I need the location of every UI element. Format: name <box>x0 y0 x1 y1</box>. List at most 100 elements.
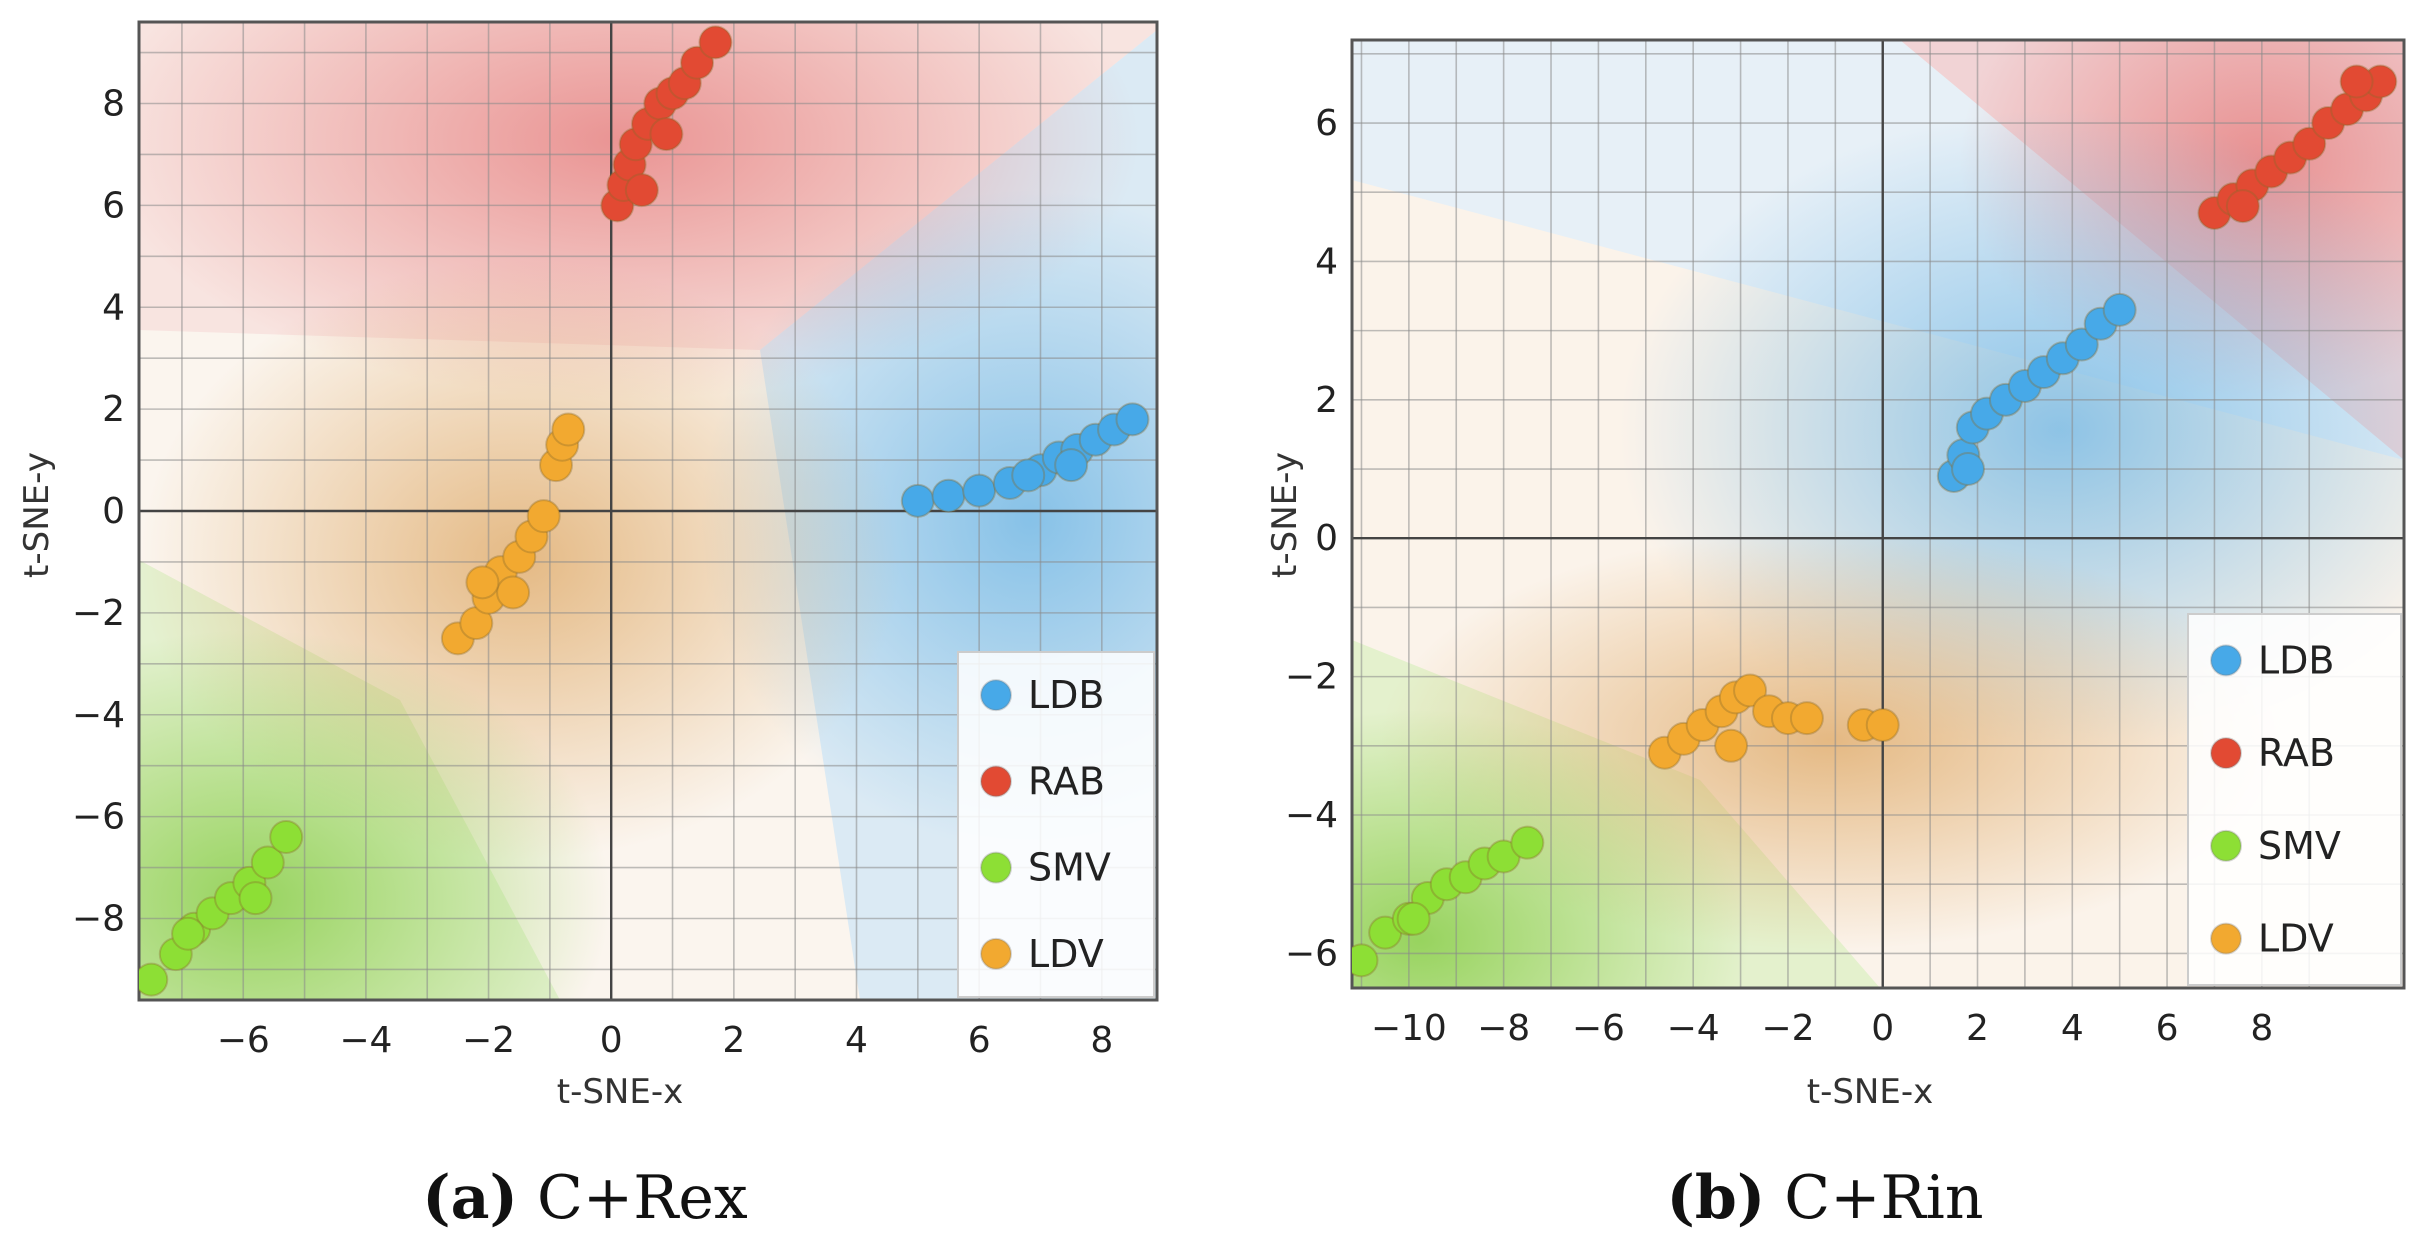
legend-label-ldv: LDV <box>2258 917 2334 961</box>
x-tick-label: −4 <box>1667 1008 1720 1049</box>
legend-label-rab: RAB <box>2258 731 2335 775</box>
panel-b-points <box>1352 64 2398 978</box>
panel-b-legend: LDB RAB SMV LDV <box>2187 613 2402 986</box>
point-smv <box>269 820 304 854</box>
point-rab <box>698 25 733 60</box>
x-tick-label: 6 <box>968 1020 991 1061</box>
x-tick-label: −2 <box>462 1020 515 1061</box>
point-rab <box>624 173 659 208</box>
point-ldv <box>1789 701 1824 736</box>
x-tick-label: 2 <box>722 1020 745 1061</box>
x-tick-label: 4 <box>845 1020 868 1061</box>
legend-marker-ldv <box>2210 922 2242 955</box>
x-tick-label: 0 <box>600 1020 623 1061</box>
y-tick-label: −2 <box>1285 657 1338 698</box>
point-ldb <box>900 483 935 518</box>
point-rab <box>2225 189 2260 224</box>
panel-a-points <box>139 25 1150 997</box>
panel-a-y-axis-label: t-SNE-y <box>17 452 57 578</box>
y-tick-label: 0 <box>102 491 125 532</box>
y-tick-label: −6 <box>72 797 125 838</box>
panel-b-caption: (b) C+Rin <box>1667 1163 1984 1233</box>
x-tick-label: −8 <box>1477 1008 1530 1049</box>
y-tick-label: −4 <box>72 695 125 736</box>
legend-box <box>2187 613 2402 986</box>
x-tick-label: −2 <box>1761 1008 1814 1049</box>
point-rab <box>2339 64 2374 99</box>
x-tick-label: 8 <box>1090 1020 1113 1061</box>
legend-marker-rab <box>980 765 1012 798</box>
panel-a-ticks: −6 −4 −2 0 2 4 6 8 −8 −6 −4 −2 0 2 4 6 8 <box>72 84 1113 1062</box>
point-smv <box>1510 825 1545 860</box>
point-smv <box>238 881 273 916</box>
y-tick-label: −2 <box>72 593 125 634</box>
point-ldb <box>962 473 997 508</box>
x-tick-label: −4 <box>339 1020 392 1061</box>
point-ldv <box>1865 708 1900 743</box>
panel-a-axes-frame <box>137 20 1159 1002</box>
legend-marker-smv <box>980 851 1012 884</box>
point-ldb <box>1951 452 1986 487</box>
y-tick-label: 4 <box>1315 241 1338 282</box>
point-ldb <box>2064 327 2099 362</box>
y-tick-label: 6 <box>102 185 125 226</box>
panel-b-x-axis-label: t-SNE-x <box>1807 1072 1934 1112</box>
point-ldv <box>465 565 500 600</box>
point-rab <box>2292 126 2327 161</box>
panel-a-caption-text: C+Rex <box>518 1163 748 1233</box>
point-smv <box>250 845 285 880</box>
point-rab <box>649 117 684 152</box>
point-rab <box>680 45 715 80</box>
x-tick-label: −10 <box>1371 1008 1447 1049</box>
point-smv <box>171 916 206 951</box>
y-tick-label: −8 <box>72 899 125 940</box>
point-ldb <box>2102 292 2137 327</box>
panel-b-zero-lines <box>1352 40 2404 988</box>
point-ldv <box>496 575 531 610</box>
panel-a-caption-letter: (a) <box>422 1163 518 1233</box>
panel-a: −6 −4 −2 0 2 4 6 8 −8 −6 −4 −2 0 2 4 6 8 LDB RAB SMV LDV t-… <box>17 20 1159 1233</box>
legend-label-smv: SMV <box>1028 846 1111 890</box>
panel-b-axes-frame <box>1350 38 2406 990</box>
legend-label-smv: SMV <box>2258 824 2341 868</box>
panel-a-legend: LDB RAB SMV LDV <box>957 651 1155 998</box>
x-tick-label: 0 <box>1871 1008 1894 1049</box>
y-tick-label: 8 <box>102 84 125 125</box>
point-ldb <box>1054 448 1089 483</box>
y-tick-label: −4 <box>1285 795 1338 836</box>
panel-a-x-axis-label: t-SNE-x <box>557 1072 684 1112</box>
point-smv <box>139 962 169 997</box>
point-ldv <box>551 412 586 447</box>
x-tick-label: 2 <box>1966 1008 1989 1049</box>
y-tick-label: −6 <box>1285 933 1338 974</box>
y-tick-label: 2 <box>102 389 125 430</box>
panel-b-caption-letter: (b) <box>1667 1163 1766 1233</box>
x-tick-label: 4 <box>2061 1008 2084 1049</box>
y-tick-label: 6 <box>1315 103 1338 144</box>
panel-b-y-axis-label: t-SNE-y <box>1265 452 1305 578</box>
legend-label-rab: RAB <box>1028 759 1105 803</box>
point-ldv <box>526 499 561 534</box>
point-ldv <box>1714 728 1749 763</box>
legend-marker-ldb <box>2210 644 2242 677</box>
x-tick-label: 6 <box>2156 1008 2179 1049</box>
legend-box <box>957 651 1155 998</box>
legend-label-ldv: LDV <box>1028 932 1104 976</box>
legend-marker-smv <box>2210 829 2242 862</box>
y-tick-label: 4 <box>102 287 125 328</box>
x-tick-label: −6 <box>1572 1008 1625 1049</box>
legend-marker-rab <box>2210 737 2242 770</box>
panel-b-ticks: −10 −8 −6 −4 −2 0 2 4 6 8 −6 −4 −2 0 2 4 6 <box>1285 103 2273 1049</box>
legend-label-ldb: LDB <box>2258 638 2335 682</box>
point-smv <box>1396 901 1431 936</box>
x-tick-label: 8 <box>2250 1008 2273 1049</box>
panel-b-caption-text: C+Rin <box>1765 1163 1983 1233</box>
point-ldb <box>1011 458 1046 493</box>
point-ldb <box>931 478 966 513</box>
legend-marker-ldb <box>980 679 1012 712</box>
point-ldb <box>1115 402 1150 437</box>
panel-a-caption: (a) C+Rex <box>422 1163 748 1233</box>
point-smv <box>1352 943 1379 978</box>
